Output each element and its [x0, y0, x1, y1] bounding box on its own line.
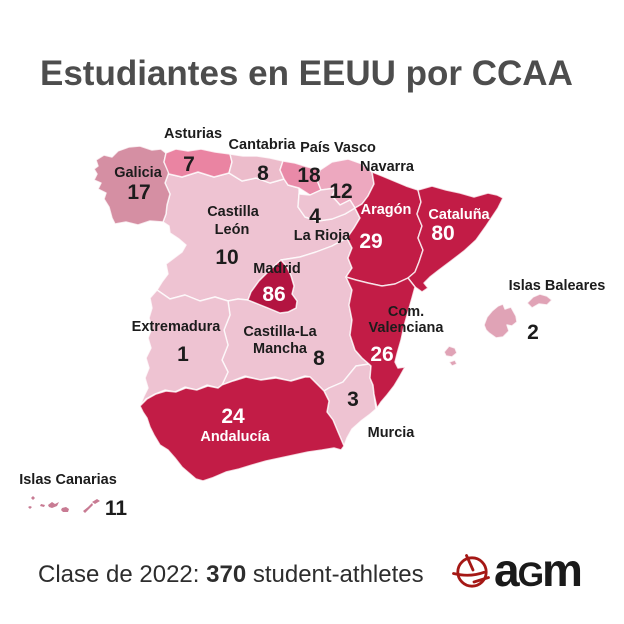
svg-text:4: 4	[309, 205, 321, 228]
svg-text:Andalucía: Andalucía	[200, 429, 270, 445]
svg-text:24: 24	[221, 405, 245, 428]
svg-text:Galicia: Galicia	[114, 165, 162, 181]
svg-text:Mancha: Mancha	[253, 341, 308, 357]
svg-text:11: 11	[105, 497, 128, 520]
svg-text:Valenciana: Valenciana	[369, 320, 445, 336]
svg-text:18: 18	[297, 164, 321, 187]
svg-text:12: 12	[329, 180, 352, 203]
svg-text:Castilla: Castilla	[207, 204, 260, 220]
svg-text:Islas Baleares: Islas Baleares	[509, 278, 606, 294]
svg-text:La Rioja: La Rioja	[294, 228, 351, 244]
svg-text:Cataluña: Cataluña	[428, 207, 490, 223]
svg-text:26: 26	[370, 343, 393, 366]
svg-text:10: 10	[215, 246, 238, 269]
svg-text:29: 29	[359, 230, 382, 253]
svg-text:8: 8	[313, 347, 325, 370]
svg-text:Islas Canarias: Islas Canarias	[19, 472, 117, 488]
svg-text:2: 2	[527, 321, 539, 344]
svg-text:Com.: Com.	[388, 304, 424, 320]
svg-text:Navarra: Navarra	[360, 159, 415, 175]
svg-text:Castilla-La: Castilla-La	[243, 324, 317, 340]
svg-text:80: 80	[431, 222, 454, 245]
svg-text:1: 1	[177, 343, 189, 366]
svg-text:Cantabria: Cantabria	[229, 137, 297, 153]
svg-text:17: 17	[127, 181, 150, 204]
svg-text:aGm: aGm	[494, 544, 581, 596]
svg-text:País Vasco: País Vasco	[300, 140, 376, 156]
svg-text:Aragón: Aragón	[361, 202, 412, 218]
svg-text:3: 3	[347, 388, 359, 411]
svg-text:8: 8	[257, 162, 269, 185]
svg-text:Asturias: Asturias	[164, 126, 222, 142]
svg-text:Extremadura: Extremadura	[132, 319, 222, 335]
svg-text:7: 7	[183, 153, 195, 176]
svg-text:Madrid: Madrid	[253, 261, 301, 277]
svg-text:86: 86	[262, 283, 285, 306]
svg-text:Murcia: Murcia	[368, 425, 416, 441]
svg-text:León: León	[215, 222, 250, 238]
